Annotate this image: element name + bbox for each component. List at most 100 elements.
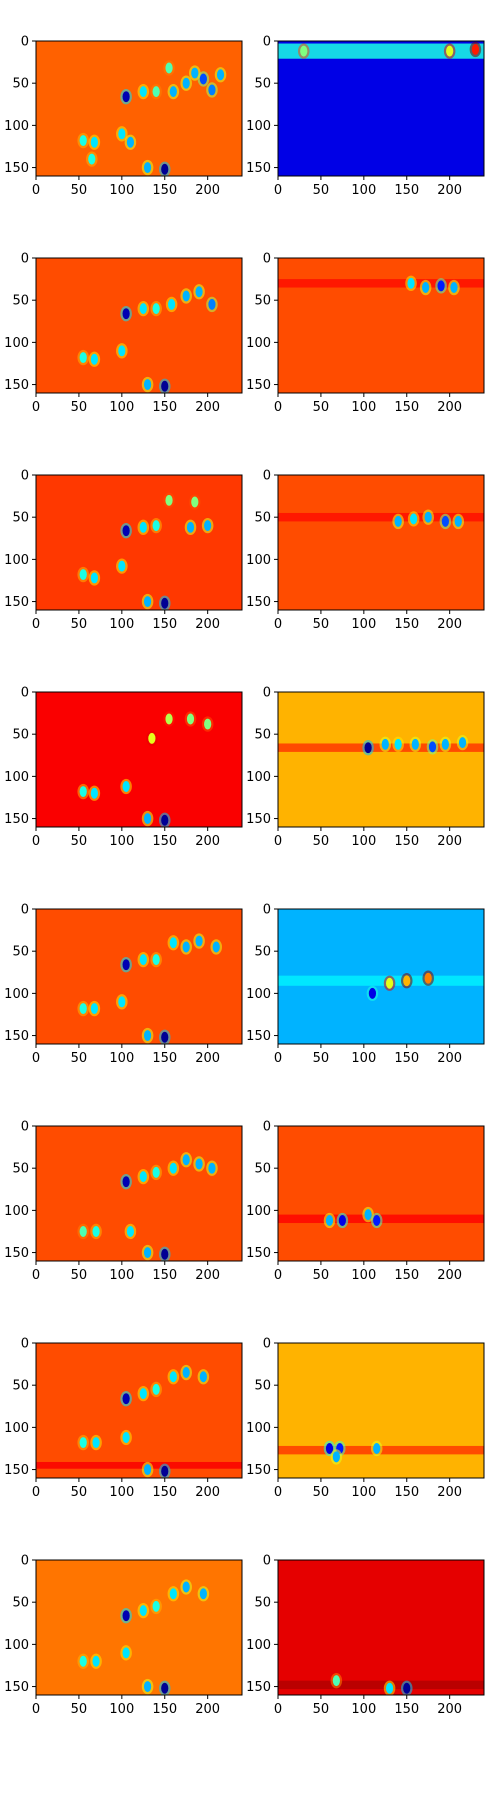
x-tick-label: 100 bbox=[351, 1702, 376, 1717]
heatmap-blob bbox=[446, 45, 454, 57]
heatmap-blob bbox=[373, 1215, 381, 1226]
heatmap-blob bbox=[139, 1388, 147, 1400]
x-tick-label: 0 bbox=[32, 1702, 40, 1717]
x-tick-label: 100 bbox=[351, 1485, 376, 1500]
x-tick-label: 150 bbox=[394, 183, 419, 198]
x-tick-label: 150 bbox=[152, 400, 177, 415]
x-tick-label: 200 bbox=[437, 1051, 462, 1066]
y-tick-label: 0 bbox=[263, 252, 271, 267]
x-tick-label: 0 bbox=[274, 1702, 282, 1717]
y-tick-label: 150 bbox=[4, 1463, 29, 1478]
heatmap-blob bbox=[441, 738, 449, 750]
y-tick-label: 100 bbox=[246, 119, 271, 134]
heatmap-blob bbox=[161, 1682, 169, 1694]
y-tick-label: 50 bbox=[254, 728, 271, 743]
heatmap-background bbox=[36, 1343, 242, 1478]
heatmap-blob bbox=[368, 987, 377, 999]
axes-frame bbox=[35, 40, 243, 177]
y-tick-label: 0 bbox=[21, 469, 29, 484]
heatmap-blob bbox=[90, 787, 98, 799]
heatmap-blob bbox=[186, 713, 195, 725]
heatmap-blob bbox=[122, 1176, 130, 1188]
heatmap-blob bbox=[139, 1605, 147, 1617]
heatmap-blob bbox=[122, 1432, 130, 1443]
x-tick-label: 50 bbox=[71, 400, 88, 415]
y-tick-label: 150 bbox=[246, 1680, 271, 1695]
y-tick-label: 50 bbox=[12, 77, 29, 92]
y-tick-label: 150 bbox=[246, 1029, 271, 1044]
y-tick-label: 50 bbox=[12, 511, 29, 526]
y-tick-label: 50 bbox=[12, 728, 29, 743]
x-tick-label: 200 bbox=[195, 834, 220, 849]
heatmap-blob bbox=[139, 521, 147, 533]
heatmap-blob bbox=[90, 572, 98, 584]
heatmap-blob bbox=[139, 1171, 147, 1183]
y-tick-label: 50 bbox=[12, 1379, 29, 1394]
heatmap-blob bbox=[122, 1647, 130, 1659]
heatmap-blob bbox=[143, 1030, 152, 1042]
heatmap-panel-row6-left: 0 50 100 150 200 0 50 100 150 bbox=[4, 1120, 243, 1283]
x-tick-label: 200 bbox=[195, 400, 220, 415]
y-tick-label: 50 bbox=[12, 1596, 29, 1611]
heatmap-blob bbox=[199, 73, 207, 85]
y-tick-label: 50 bbox=[254, 511, 271, 526]
x-tick-label: 100 bbox=[351, 400, 376, 415]
heatmap-blob bbox=[325, 1215, 334, 1226]
heatmap-blob bbox=[385, 1682, 394, 1694]
axes-frame bbox=[35, 1559, 243, 1696]
x-tick-label: 100 bbox=[109, 1268, 134, 1283]
x-tick-label: 0 bbox=[274, 1268, 282, 1283]
axes-frame bbox=[35, 257, 243, 394]
y-tick-label: 100 bbox=[246, 336, 271, 351]
x-tick-label: 150 bbox=[394, 1268, 419, 1283]
y-tick-label: 150 bbox=[246, 161, 271, 176]
heatmap-blob bbox=[208, 298, 216, 310]
heatmap-blob bbox=[199, 1371, 207, 1383]
heatmap-panel-row1-right: 0 50 100 150 200 0 50 100 150 bbox=[246, 35, 485, 198]
x-tick-label: 0 bbox=[274, 1051, 282, 1066]
heatmap-band bbox=[278, 43, 484, 59]
x-tick-label: 150 bbox=[394, 617, 419, 632]
heatmap-blob bbox=[169, 1371, 177, 1383]
axes-frame bbox=[35, 474, 243, 611]
heatmap-blob bbox=[195, 286, 203, 298]
x-tick-label: 50 bbox=[313, 1702, 330, 1717]
x-tick-label: 50 bbox=[71, 1702, 88, 1717]
heatmap-blob bbox=[182, 1154, 190, 1166]
heatmap-blob bbox=[161, 1248, 169, 1260]
heatmap-blob bbox=[424, 511, 432, 523]
y-tick-label: 100 bbox=[246, 1204, 271, 1219]
axes-frame bbox=[277, 908, 485, 1045]
x-tick-label: 50 bbox=[313, 1268, 330, 1283]
x-tick-label: 150 bbox=[394, 834, 419, 849]
heatmap-blob bbox=[394, 738, 402, 750]
heatmap-blob bbox=[394, 515, 402, 527]
heatmap-blob bbox=[79, 352, 87, 364]
heatmap-blob bbox=[471, 43, 480, 55]
y-tick-label: 150 bbox=[4, 378, 29, 393]
x-tick-label: 100 bbox=[109, 1485, 134, 1500]
x-tick-label: 100 bbox=[351, 1051, 376, 1066]
y-tick-label: 150 bbox=[4, 1680, 29, 1695]
x-tick-label: 50 bbox=[71, 617, 88, 632]
x-tick-label: 150 bbox=[152, 183, 177, 198]
x-tick-label: 200 bbox=[437, 617, 462, 632]
x-tick-label: 150 bbox=[152, 1485, 177, 1500]
x-tick-label: 50 bbox=[313, 1485, 330, 1500]
heatmap-blob bbox=[169, 86, 177, 98]
heatmap-blob bbox=[208, 1162, 216, 1174]
heatmap-blob bbox=[441, 515, 449, 527]
axes-frame bbox=[277, 1125, 485, 1262]
x-tick-label: 200 bbox=[437, 183, 462, 198]
heatmap-blob bbox=[450, 282, 458, 294]
x-tick-label: 100 bbox=[109, 1702, 134, 1717]
heatmap-blob bbox=[122, 525, 130, 537]
heatmap-blob bbox=[385, 977, 394, 989]
axes-frame bbox=[277, 474, 485, 611]
heatmap-panel-row6-right: 0 50 100 150 200 0 50 100 150 bbox=[246, 1120, 485, 1283]
axes-frame bbox=[277, 1559, 485, 1696]
x-tick-label: 150 bbox=[152, 617, 177, 632]
heatmap-background bbox=[36, 41, 242, 176]
y-tick-label: 0 bbox=[21, 35, 29, 50]
heatmap-blob bbox=[168, 298, 176, 310]
